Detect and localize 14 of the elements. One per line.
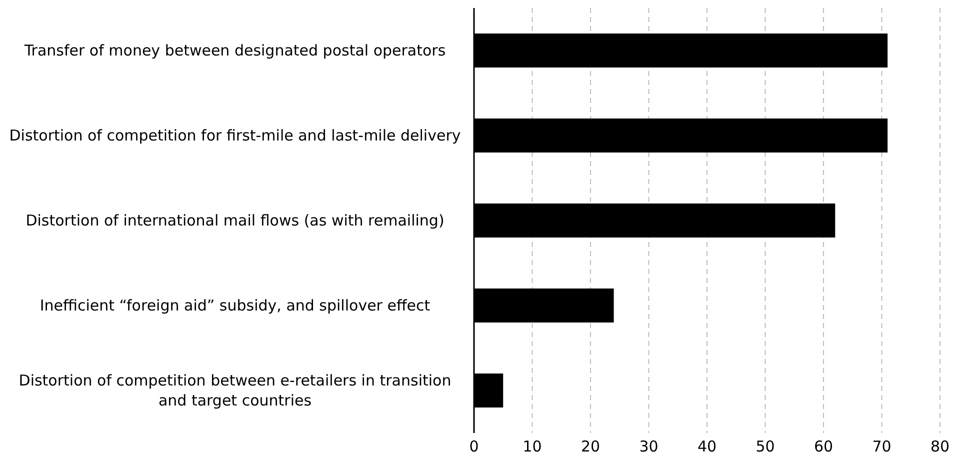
y-tick-label: Distortion of competition between e-retailers in transition and target countries xyxy=(18,372,452,410)
x-tick-label: 0 xyxy=(469,438,479,456)
x-tick-label: 70 xyxy=(872,438,892,456)
y-tick-label: Transfer of money between designated postal operators xyxy=(23,42,446,60)
y-tick-label: Distortion of competition for first-mile and last-mile delivery xyxy=(9,126,461,144)
x-tick-label: 60 xyxy=(814,438,834,456)
y-tick-label: Distortion of international mail flows (as with remailing) xyxy=(26,212,444,230)
x-tick-label: 80 xyxy=(930,438,950,456)
x-tick-label: 20 xyxy=(580,438,600,456)
x-tick-label: 10 xyxy=(522,438,542,456)
x-tick-label: 40 xyxy=(697,438,717,456)
y-tick-label: Inefficient “foreign aid” subsidy, and spillover effect xyxy=(40,296,430,314)
x-tick-label: 30 xyxy=(639,438,658,456)
x-tick-label: 50 xyxy=(756,438,775,456)
